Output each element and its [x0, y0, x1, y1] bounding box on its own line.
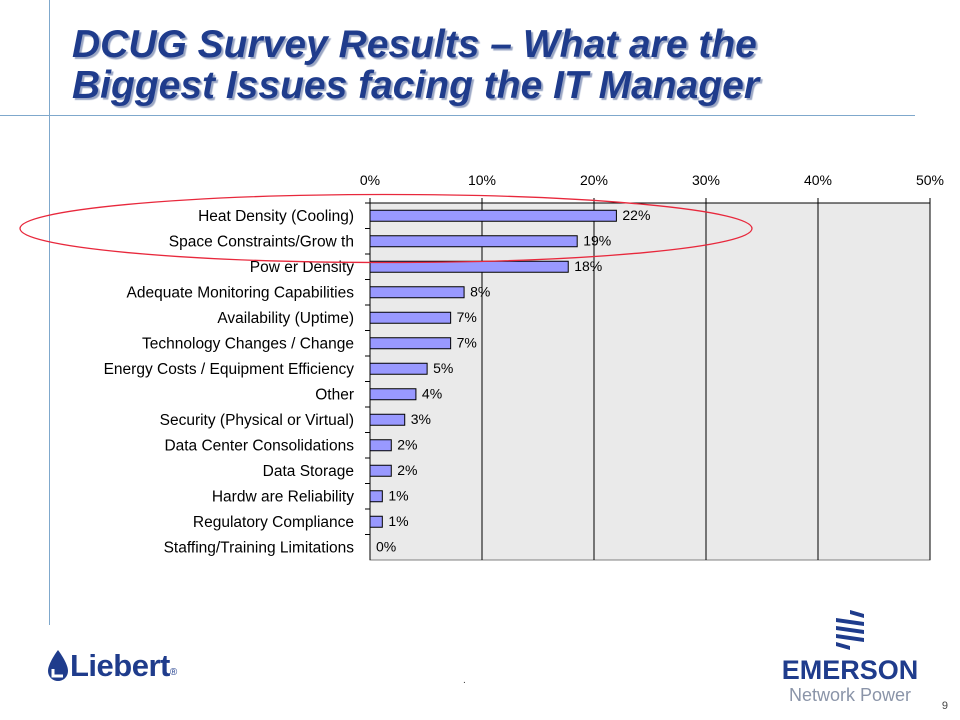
liebert-logo: Liebert ®	[46, 648, 177, 684]
x-tick-label: 40%	[804, 172, 832, 188]
footnote-mark: .	[463, 675, 466, 686]
bar	[369, 362, 428, 375]
data-label: 2%	[397, 462, 417, 478]
page-number: 9	[941, 700, 948, 712]
x-tick-label: 0%	[360, 172, 380, 188]
bar	[369, 515, 383, 528]
category-label: Space Constraints/Grow th	[169, 233, 354, 250]
category-label: Technology Changes / Change	[142, 335, 354, 352]
bar	[369, 413, 406, 426]
category-label: Regulatory Compliance	[193, 514, 354, 531]
emerson-wordmark: EMERSON	[781, 655, 919, 685]
category-label: Staffing/Training Limitations	[164, 539, 355, 556]
category-label: Data Center Consolidations	[164, 437, 354, 454]
liebert-registered-mark: ®	[169, 667, 178, 678]
emerson-subtitle: Network Power	[788, 685, 912, 705]
data-label: 1%	[388, 487, 408, 503]
data-label: 7%	[457, 309, 477, 325]
bar	[369, 286, 465, 299]
x-tick-label: 30%	[692, 172, 720, 188]
data-label: 2%	[397, 436, 417, 452]
slide-title-line-2: Biggest Issues facing the IT Manager	[72, 64, 759, 107]
data-label: 19%	[583, 232, 611, 248]
liebert-wordmark: Liebert	[70, 648, 170, 683]
data-label: 8%	[470, 283, 490, 299]
bar	[369, 490, 383, 503]
category-label: Availability (Uptime)	[217, 310, 354, 327]
bar	[369, 235, 578, 248]
category-label: Heat Density (Cooling)	[198, 208, 354, 225]
data-label: 7%	[457, 334, 477, 350]
x-tick-label: 50%	[916, 172, 944, 188]
bar	[369, 388, 417, 401]
data-label: 4%	[422, 385, 442, 401]
data-label: 3%	[411, 411, 431, 427]
slide-title: DCUG Survey Results – What are the Bigge…	[72, 24, 932, 106]
title-divider-rule	[0, 115, 915, 116]
data-label: 1%	[388, 513, 408, 529]
category-label: Adequate Monitoring Capabilities	[127, 284, 355, 301]
plot-area	[369, 202, 931, 561]
data-label: 5%	[433, 360, 453, 376]
category-label: Pow er Density	[250, 259, 354, 276]
category-label: Data Storage	[263, 463, 354, 480]
category-label: Energy Costs / Equipment Efficiency	[104, 361, 355, 378]
highlight-ellipse	[19, 193, 753, 264]
x-tick-label: 10%	[468, 172, 496, 188]
emerson-globe-icon	[836, 610, 864, 650]
category-label: Security (Physical or Virtual)	[160, 412, 354, 429]
x-tick-label: 20%	[580, 172, 608, 188]
emerson-logo: EMERSON Network Power	[770, 610, 930, 705]
bar	[369, 337, 452, 350]
bar	[369, 311, 452, 324]
bar	[369, 439, 392, 452]
data-label: 22%	[622, 207, 650, 223]
bar	[369, 464, 392, 477]
category-label: Other	[315, 386, 354, 403]
liebert-droplet-icon	[48, 650, 68, 681]
left-accent-rule	[49, 0, 50, 625]
slide-title-line-1: DCUG Survey Results – What are the	[72, 23, 757, 66]
data-label: 18%	[574, 258, 602, 274]
data-label: 0%	[376, 538, 396, 554]
bar	[369, 209, 617, 222]
category-label: Hardw are Reliability	[212, 488, 354, 505]
